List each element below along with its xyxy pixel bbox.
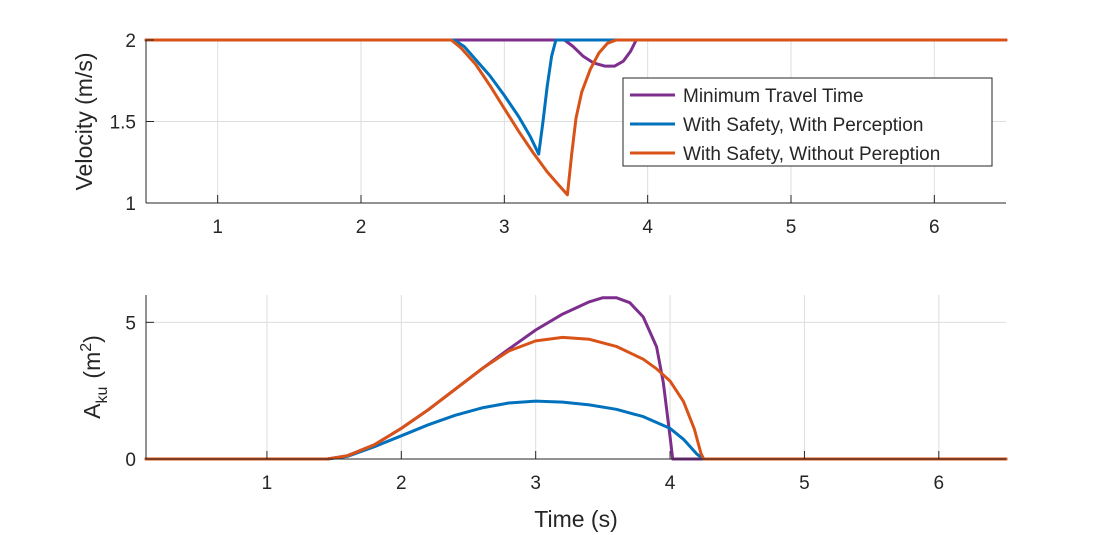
velocity-series-group [144,38,1008,197]
area-x-axis-label: Time (s) [534,506,617,532]
velocity-y-axis-label: Velocity (m/s) [71,52,97,190]
legend-label-without-perception: With Safety, Without Pereption [683,144,940,165]
area-series-with-safety-with-perception [144,399,1008,461]
area-x-tick-label-5: 5 [799,473,810,494]
area-x-tick-label-4: 4 [665,473,676,494]
legend: Minimum Travel Time With Safety, With Pe… [622,77,993,167]
area-series-with-safety-without-pereption [144,335,1008,461]
velocity-series-minimum-travel-time [144,38,1008,68]
area-y-axis-label-units: (m [79,352,105,379]
legend-box [622,77,993,167]
velocity-x-tick-label-6: 6 [929,217,940,238]
velocity-y-tick-label-1-5: 1.5 [110,113,136,134]
area-y-axis-label-base: A [79,403,105,419]
velocity-axes: 1 2 3 4 5 6 1 1.5 2 Velocity (m/s) Minimum Trave… [71,31,1008,238]
area-y-tick-label-0: 0 [125,450,136,471]
area-x-tick-label-2: 2 [396,473,407,494]
area-ticks: 1 2 3 4 5 6 0 5 [125,313,944,494]
velocity-x-tick-label-2: 2 [356,217,367,238]
area-x-tick-label-6: 6 [934,473,945,494]
velocity-y-tick-label-2: 2 [125,31,136,52]
velocity-series-with-safety-without-pereption [144,38,1008,197]
velocity-x-tick-label-1: 1 [212,217,223,238]
area-series-group [144,296,1008,461]
velocity-ticks: 1 2 3 4 5 6 1 1.5 2 [110,31,940,238]
velocity-series-with-safety-with-perception [144,38,1008,156]
area-y-axis-label-subscript: ku [94,387,111,404]
velocity-x-tick-label-3: 3 [499,217,510,238]
velocity-x-tick-label-5: 5 [786,217,797,238]
area-axes: 1 2 3 4 5 605 Aku(m2) Time (s) [78,295,1008,532]
area-plot-area [146,295,1006,459]
velocity-x-tick-label-4: 4 [642,217,653,238]
legend-label-with-perception: With Safety, With Perception [683,115,923,136]
area-y-tick-label-5: 5 [125,313,136,334]
velocity-y-tick-label-1: 1 [125,194,136,215]
area-x-tick-label-1: 1 [262,473,273,494]
legend-label-minimum-travel-time: Minimum Travel Time [683,86,864,107]
area-x-tick-label-3: 3 [530,473,541,494]
area-y-axis-label-units-close: ) [79,335,105,343]
area-y-axis-label-superscript: 2 [78,343,95,352]
area-y-axis-label: Aku (m2) [78,335,111,419]
